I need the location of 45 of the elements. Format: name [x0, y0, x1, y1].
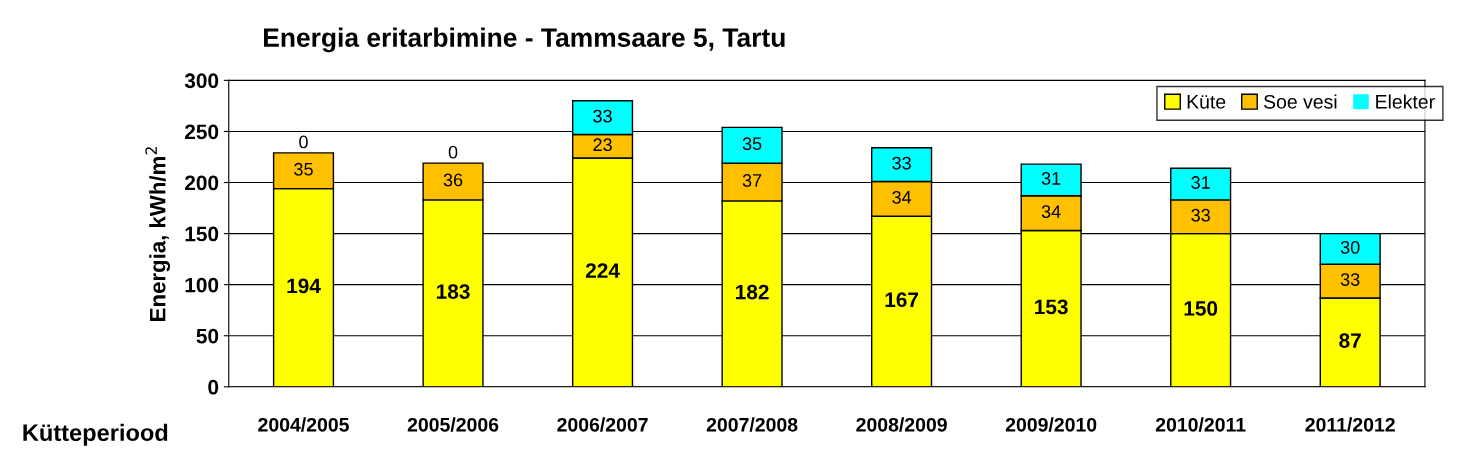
x-tick-label: 2004/2005 — [258, 417, 349, 432]
data-label: 167 — [885, 292, 919, 308]
x-tick-label: 2011/2012 — [1305, 417, 1395, 432]
data-label: 224 — [585, 263, 620, 278]
y-tick-label: 0 — [208, 379, 219, 395]
y-tick-label: 100 — [185, 277, 219, 293]
data-label: 30 — [1340, 240, 1360, 254]
data-label: 0 — [299, 135, 308, 149]
data-label: 37 — [742, 174, 762, 187]
legend-label: Elekter — [1376, 94, 1435, 109]
x-axis-title: Kütteperiood — [23, 423, 168, 446]
data-label: 34 — [1041, 205, 1061, 219]
data-label: 150 — [1184, 301, 1218, 316]
legend-label: Soe vesi — [1263, 94, 1337, 109]
data-label: 35 — [742, 137, 762, 151]
chart-title: Energia eritarbimine - Tammsaare 5, Tartu — [264, 27, 785, 53]
x-tick-label: 2006/2007 — [557, 417, 648, 432]
data-label: 31 — [1191, 176, 1210, 189]
data-label: 35 — [294, 162, 313, 176]
data-label: 33 — [1191, 208, 1210, 222]
data-label: 153 — [1035, 299, 1068, 315]
data-label: 36 — [443, 173, 463, 187]
data-label: 23 — [593, 138, 612, 152]
data-label: 31 — [1041, 172, 1061, 185]
x-tick-label: 2010/2011 — [1155, 417, 1246, 432]
data-label: 183 — [436, 284, 470, 299]
data-label: 33 — [892, 156, 911, 170]
legend-label: Küte — [1187, 95, 1226, 109]
y-tick-label: 250 — [184, 124, 219, 140]
y-tick-label: 300 — [184, 73, 219, 89]
data-label: 194 — [287, 278, 321, 294]
data-label: 87 — [1339, 333, 1361, 348]
x-tick-label: 2009/2010 — [1005, 417, 1097, 432]
y-axis-title: Energia, kWh/m$^{2}$ — [145, 147, 171, 321]
y-tick-label: 150 — [185, 226, 219, 242]
data-label: 34 — [892, 190, 912, 204]
data-label: 182 — [736, 284, 769, 300]
x-tick-label: 2005/2006 — [407, 417, 499, 432]
y-tick-label: 200 — [184, 175, 219, 191]
x-tick-label: 2008/2009 — [856, 417, 947, 432]
data-label: 0 — [448, 145, 458, 159]
data-label: 33 — [1340, 273, 1360, 286]
x-tick-label: 2007/2008 — [706, 417, 798, 432]
y-tick-label: 50 — [196, 328, 219, 344]
data-label: 33 — [593, 109, 612, 123]
